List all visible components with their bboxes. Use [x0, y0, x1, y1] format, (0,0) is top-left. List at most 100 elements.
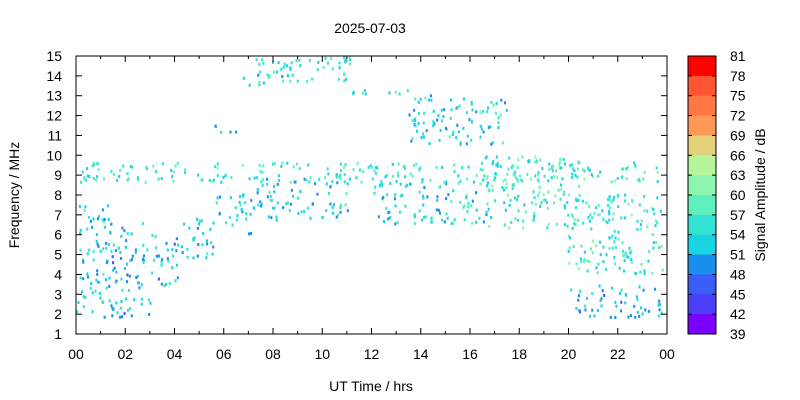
spectrogram-cell: [516, 218, 519, 222]
spectrogram-cell: [614, 300, 617, 304]
spectrogram-cell: [539, 204, 542, 208]
spectrogram-cell: [654, 287, 657, 291]
spectrogram-cell: [574, 206, 577, 210]
spectrogram-cell: [96, 269, 99, 273]
spectrogram-cell: [451, 133, 454, 136]
spectrogram-cell: [343, 180, 346, 184]
spectrogram-cell: [503, 223, 506, 227]
spectrogram-cell: [361, 91, 364, 95]
spectrogram-cell: [577, 298, 580, 302]
spectrogram-cell: [617, 194, 620, 198]
spectrogram-cell: [286, 161, 289, 165]
spectrogram-cell: [643, 170, 646, 174]
spectrogram-cell: [337, 175, 340, 179]
spectrogram-cell: [151, 271, 154, 275]
spectrogram-cell: [356, 176, 359, 180]
spectrogram-cell: [193, 236, 196, 240]
spectrogram-cell: [338, 61, 341, 65]
spectrogram-cell: [563, 223, 566, 227]
spectrogram-cell: [627, 315, 630, 319]
spectrogram-cell: [422, 135, 425, 139]
spectrogram-cell: [594, 206, 597, 210]
spectrogram-cell: [432, 120, 435, 124]
spectrogram-cell: [542, 193, 545, 196]
spectrogram-cell: [382, 196, 385, 199]
spectrogram-cell: [533, 218, 536, 222]
spectrogram-cell: [273, 206, 276, 210]
spectrogram-cell: [572, 167, 575, 171]
spectrogram-cell: [491, 162, 494, 166]
spectrogram-cell: [129, 307, 132, 311]
spectrogram-cell: [142, 254, 145, 258]
spectrogram-cell: [330, 57, 333, 60]
spectrogram-cell: [484, 156, 487, 160]
spectrogram-cell: [560, 166, 563, 170]
spectrogram-cell: [599, 253, 602, 257]
spectrogram-cell: [514, 176, 517, 180]
spectrogram-cell: [276, 182, 279, 186]
spectrogram-cell: [210, 241, 213, 245]
spectrogram-cell: [277, 61, 280, 65]
spectrogram-cell: [120, 256, 123, 260]
spectrogram-cell: [404, 185, 407, 188]
spectrogram-cell: [230, 176, 233, 180]
spectrogram-cell: [421, 194, 424, 198]
spectrogram-cell: [116, 178, 119, 182]
spectrogram-cell: [346, 182, 349, 186]
spectrogram-cell: [555, 222, 558, 226]
spectrogram-cell: [218, 211, 221, 215]
spectrogram-cell: [270, 216, 273, 220]
spectrogram-cell: [154, 235, 157, 239]
spectrogram-cell: [127, 289, 130, 292]
spectrogram-cell: [644, 308, 647, 312]
plot-area: [76, 56, 664, 319]
y-tick-label: 4: [54, 266, 62, 282]
spectrogram-cell: [325, 182, 328, 186]
spectrogram-cell: [611, 286, 614, 290]
spectrogram-cell: [487, 125, 490, 129]
spectrogram-cell: [535, 159, 538, 163]
spectrogram-cell: [259, 170, 262, 173]
spectrogram-cell: [349, 58, 352, 62]
spectrogram-cell: [531, 218, 534, 222]
spectrogram-cell: [479, 110, 482, 114]
spectrogram-cell: [539, 158, 542, 162]
spectrogram-cell: [647, 259, 650, 263]
spectrogram-cell: [479, 135, 482, 139]
spectrogram-cell: [173, 242, 176, 246]
spectrogram-cell: [482, 220, 485, 224]
spectrogram-cell: [468, 118, 471, 122]
spectrogram-cell: [422, 196, 425, 200]
spectrogram-cell: [439, 211, 442, 215]
colorbar-tick-label: 57: [730, 207, 746, 223]
spectrogram-cell: [465, 177, 468, 181]
spectrogram-cell: [371, 177, 374, 181]
spectrogram-cell: [296, 162, 299, 166]
spectrogram-cell: [620, 175, 623, 179]
spectrogram-cell: [305, 178, 308, 182]
spectrogram-cell: [420, 136, 423, 140]
spectrogram-cell: [596, 309, 599, 312]
spectrogram-cell: [639, 227, 642, 231]
spectrogram-cell: [624, 293, 627, 296]
spectrogram-cell: [508, 226, 511, 230]
spectrogram-cell: [485, 213, 488, 217]
spectrogram-cell: [604, 220, 607, 224]
x-tick-label: 00: [659, 346, 675, 362]
spectrogram-cell: [380, 180, 383, 184]
spectrogram-cell: [548, 162, 551, 166]
spectrogram-cell: [556, 175, 559, 179]
spectrogram-cell: [294, 180, 297, 184]
spectrogram-cell: [656, 180, 659, 184]
spectrogram-cell: [245, 217, 248, 221]
spectrogram-cell: [618, 266, 621, 270]
spectrogram-cell: [656, 196, 659, 200]
spectrogram-cell: [571, 227, 574, 231]
spectrogram-cell: [161, 162, 164, 166]
spectrogram-cell: [636, 310, 639, 314]
spectrogram-cell: [79, 228, 82, 232]
spectrogram-cell: [136, 176, 139, 180]
spectrogram-cell: [487, 207, 490, 211]
spectrogram-cell: [571, 213, 574, 217]
spectrogram-cell: [175, 249, 178, 253]
